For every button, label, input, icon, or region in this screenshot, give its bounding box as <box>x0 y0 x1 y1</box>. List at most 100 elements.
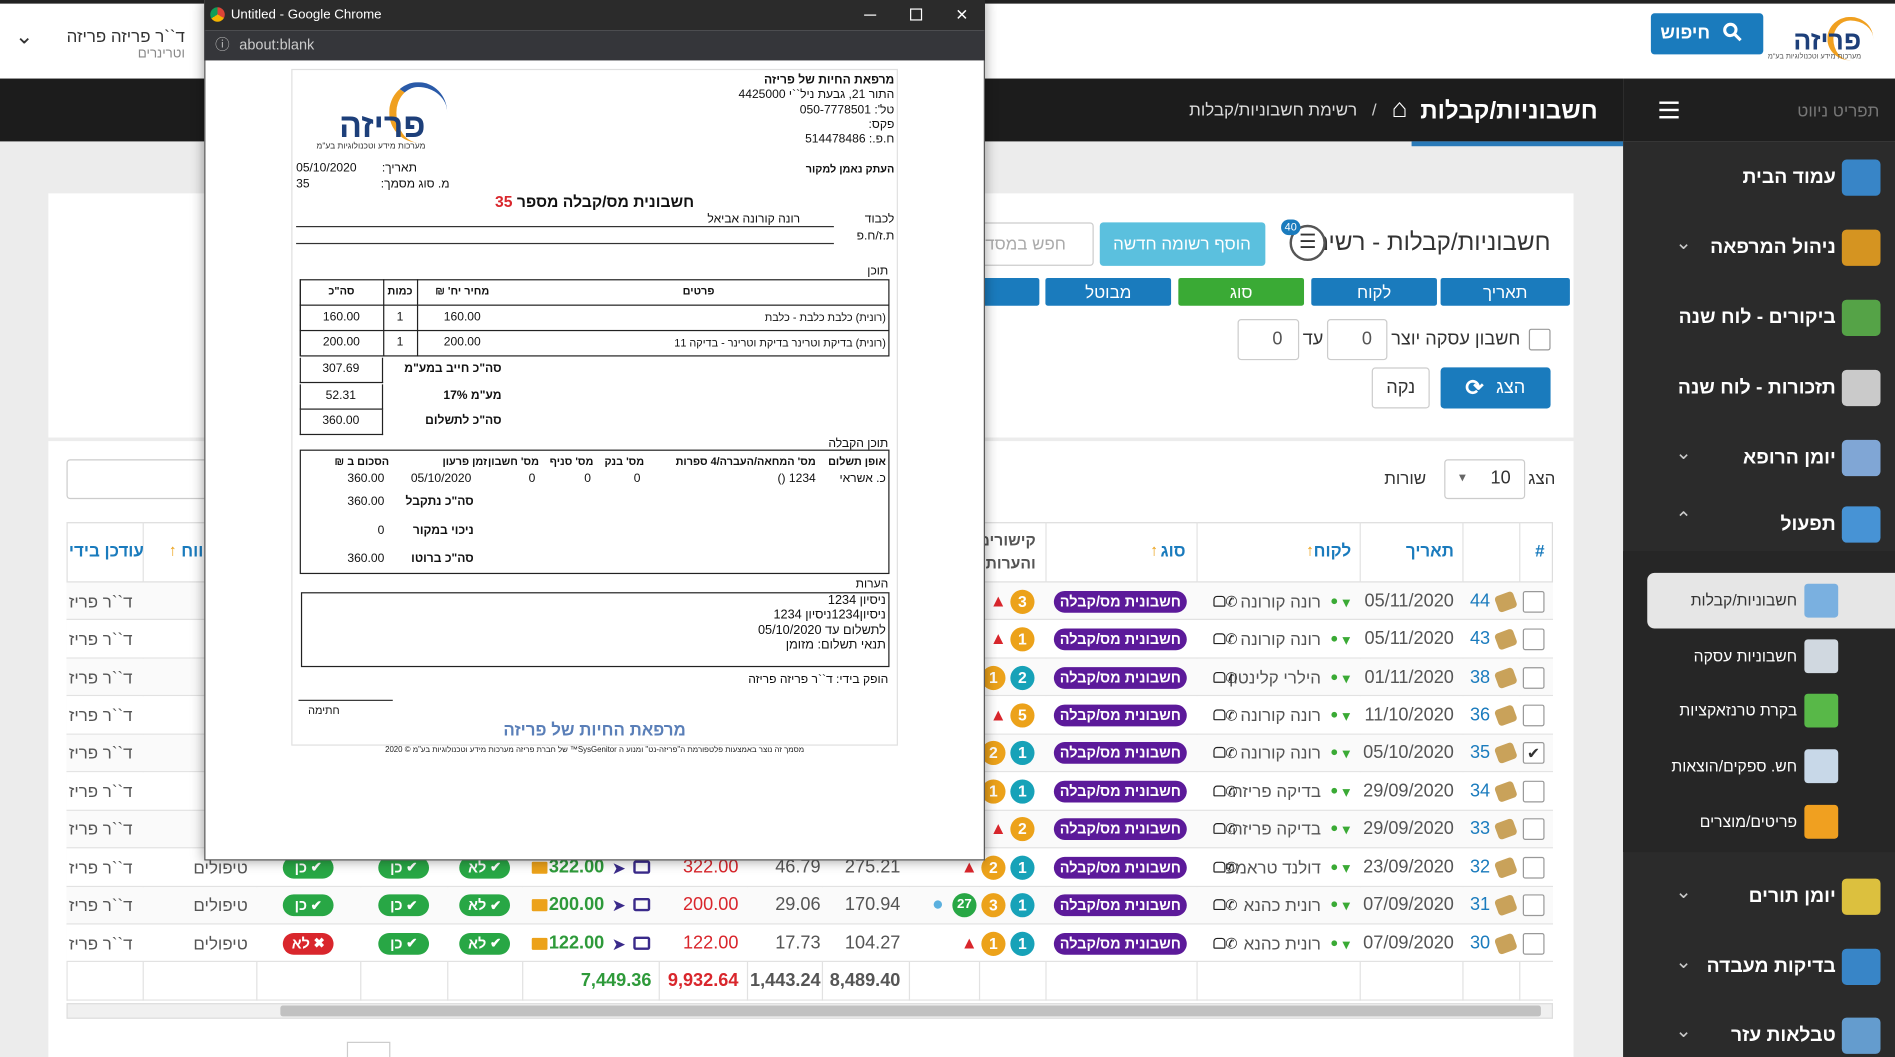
link-badge <box>952 893 977 918</box>
row-num[interactable]: 35 <box>1469 742 1491 764</box>
id-label: ת.ז/ח.פ <box>856 229 895 243</box>
menu-chevron: ⌄ <box>1675 952 1692 973</box>
menu-item[interactable]: טבלאות עזר <box>1731 1025 1836 1046</box>
row-checkbox[interactable] <box>1522 742 1545 765</box>
clear-button-label[interactable]: נקה <box>1386 377 1416 398</box>
warning-icon: ▲ <box>989 818 1007 838</box>
checkbox[interactable] <box>1528 328 1551 351</box>
filter-button[interactable] <box>1178 277 1305 306</box>
row-num[interactable]: 36 <box>1469 704 1491 726</box>
row-num[interactable]: 32 <box>1469 856 1491 878</box>
menu-item[interactable]: יומן תורים <box>1748 886 1836 907</box>
receipt-summary-label: סה"כ נתקבל <box>405 495 474 509</box>
filter-label[interactable]: לקוח <box>1356 282 1392 302</box>
link-badge-count: 3 <box>989 896 998 915</box>
page-size-select[interactable] <box>1444 459 1526 500</box>
search-button[interactable] <box>1650 13 1764 55</box>
link-badge-count: 1 <box>989 934 998 953</box>
link-badge-count: 1 <box>989 668 998 687</box>
row-checkbox[interactable] <box>1522 590 1545 613</box>
client-icon: ● <box>1330 745 1339 761</box>
chrome-icon <box>210 7 225 22</box>
row-num[interactable]: 38 <box>1469 666 1491 688</box>
type-badge <box>1053 704 1187 727</box>
submenu-item[interactable]: בקרת טרנזאקציות <box>1679 701 1798 720</box>
row-num[interactable]: 34 <box>1469 780 1491 802</box>
row-client[interactable]: רונה קורונה <box>1240 743 1321 763</box>
row-checkbox[interactable] <box>1522 628 1545 651</box>
filter-label[interactable]: סוג <box>1229 282 1253 302</box>
row-client[interactable]: רונה קורונה <box>1240 629 1321 649</box>
row-checkbox[interactable] <box>1522 856 1545 879</box>
row-client[interactable]: דולנד טראמפ <box>1224 857 1321 877</box>
row-checkbox[interactable] <box>1522 704 1545 727</box>
row-checkbox[interactable] <box>1522 666 1545 689</box>
total-total: 9,932.64 <box>667 970 739 992</box>
show-button[interactable] <box>1440 367 1551 409</box>
link-badge <box>981 893 1006 918</box>
from-input[interactable] <box>1326 319 1388 361</box>
show-button-label[interactable]: הצג <box>1496 377 1526 398</box>
submenu-item[interactable]: חשבוניות עסקה <box>1693 646 1798 665</box>
menu-item[interactable]: תפעול <box>1780 514 1836 535</box>
clear-button[interactable] <box>1371 367 1430 409</box>
row-vat: 17.73 <box>775 932 821 954</box>
menu-item[interactable]: בדיקות מעבדה <box>1706 956 1836 977</box>
filter-button[interactable] <box>1311 277 1437 306</box>
link-badge-count: 1 <box>1018 782 1027 801</box>
row-paid: 200.00 <box>548 894 605 916</box>
row-client[interactable]: הילרי קלינטון <box>1228 667 1321 687</box>
client-icon: ● <box>1330 707 1339 723</box>
h-scrollbar-thumb[interactable] <box>280 1005 1541 1017</box>
row-checkbox[interactable] <box>1522 818 1545 841</box>
row-checkbox[interactable] <box>1522 780 1545 803</box>
row-num[interactable]: 33 <box>1469 818 1491 840</box>
item-cell: (רונית) כלבת כלבת - כלבת <box>764 311 886 324</box>
minimize[interactable] <box>864 14 877 16</box>
filter-label[interactable]: מבוטל <box>1085 282 1132 302</box>
menu-item[interactable]: יומן הרופא <box>1743 447 1836 469</box>
row-updated-by: ד``ר פריז <box>68 705 133 725</box>
row-client[interactable]: בדיקה פריזה <box>1232 819 1321 839</box>
refresh-icon: ⟳ <box>1465 375 1484 401</box>
filter-button[interactable] <box>1045 277 1172 306</box>
link-badge-count: 27 <box>957 897 972 913</box>
row-client[interactable]: רונית כהנא <box>1243 933 1321 953</box>
add-button[interactable] <box>1099 222 1266 266</box>
submenu-item[interactable]: חשבוניות/קבלות <box>1690 591 1798 610</box>
submenu-item[interactable]: פריטים/מוצרים <box>1699 812 1798 831</box>
to-name: רונה קורונה אביאל <box>707 212 801 226</box>
item-cell: (רונית) בדיקת וטרינר בדיקת וטרינר - בדיק… <box>674 336 886 349</box>
maximize[interactable] <box>910 8 923 21</box>
row-num[interactable]: 44 <box>1469 590 1491 612</box>
from-value: 0 <box>1361 328 1372 350</box>
menu-item[interactable]: ניהול המרפאה <box>1710 237 1836 258</box>
row-border <box>299 304 890 306</box>
item-cell: 1 <box>396 310 404 324</box>
search-button-label[interactable]: חיפוש <box>1660 22 1711 44</box>
submenu-item[interactable]: חש. ספקים/הוצאות <box>1671 756 1798 775</box>
to-input[interactable] <box>1237 319 1300 361</box>
row-client[interactable]: רונה קורונה <box>1240 591 1321 611</box>
items-header: סה"כ <box>328 284 355 297</box>
phone-icon: ✆ <box>1225 631 1238 648</box>
row-client[interactable]: רונה קורונה <box>1240 705 1321 725</box>
receipt-cell: 0 <box>584 472 591 486</box>
row-type: חשבונית מס/קבלה <box>1059 744 1181 762</box>
phone-icon: ✆ <box>1225 707 1238 724</box>
row-client[interactable]: בדיקה פריזה <box>1232 781 1321 801</box>
row-checkbox[interactable] <box>1522 932 1545 955</box>
menu-item[interactable]: תזכורות - לוח שנה <box>1677 377 1836 399</box>
row-date: 07/09/2020 <box>1363 894 1454 916</box>
filter-label[interactable]: תאריך <box>1483 282 1528 302</box>
menu-item[interactable]: ביקורים - לוח שנה <box>1678 307 1836 329</box>
filter-button[interactable] <box>1440 277 1570 306</box>
row-num[interactable]: 31 <box>1469 894 1491 916</box>
row-num[interactable]: 30 <box>1469 932 1491 954</box>
row-num[interactable]: 43 <box>1469 628 1491 650</box>
menu-item[interactable]: עמוד הבית <box>1742 167 1836 188</box>
link-badge <box>1010 627 1035 652</box>
row-checkbox[interactable] <box>1522 894 1545 917</box>
add-button-label[interactable]: הוסף רשומה חדשה <box>1113 233 1251 254</box>
row-client[interactable]: רונית כהנא <box>1243 895 1321 915</box>
